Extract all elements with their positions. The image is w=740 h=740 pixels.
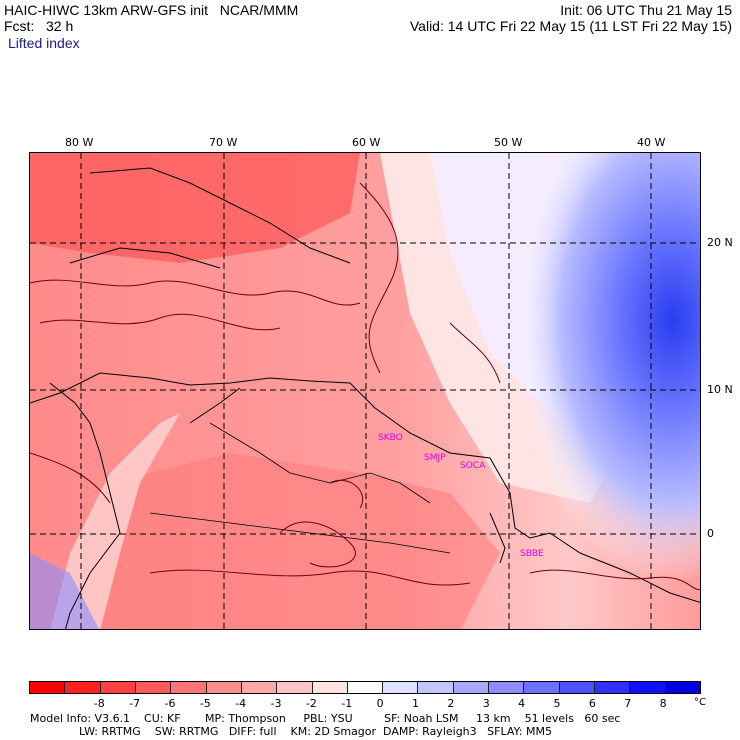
colorbar-segment [241,682,278,693]
colorbar-tick-label: -5 [199,697,211,710]
lon-label-80w: 80 W [65,136,94,149]
colorbar-tick-label: 8 [659,697,667,710]
country-border-south [149,512,451,554]
colorbar-tick-label: -3 [270,697,282,710]
south-america-coastline [30,372,700,603]
lifted-index-map: SKBO SMJP SOCA SBBE [29,152,701,630]
colorbar-tick-label: -6 [164,697,176,710]
colorbar-segment [171,682,207,693]
colorbar-tick-label: 5 [553,697,561,710]
colorbar-segment [135,682,172,693]
colorbar-unit: °C [694,697,706,708]
colorbar-tick-label: 2 [447,697,455,710]
lon-label-70w: 70 W [209,136,238,149]
colorbar-segment [630,682,666,693]
colorbar-tick-label: 3 [482,697,490,710]
field-andes [50,413,180,629]
pacific-coastline [49,382,121,629]
colorbar-segment [489,682,525,693]
lat-label-10n: 10 N [707,383,733,396]
lon-label-60w: 60 W [352,136,381,149]
forecast-hour: Fcst: 32 h [4,18,74,34]
colorbar-segment [206,682,242,693]
map-gridlines [30,153,700,629]
amazon-delta-outline [489,512,506,564]
lat-label-20n: 20 N [707,236,733,249]
colorbar-segment [665,682,700,693]
colorbar-segment [383,682,419,693]
field-unstable-southamerica [70,453,500,629]
colorbar-tick-label: 1 [412,697,420,710]
colorbar-segment [453,682,490,693]
colorbar-tick-label: 0 [376,697,384,710]
station-label-skbo: SKBO [378,433,403,443]
colorbar-segment [418,682,454,693]
colorbar-tick-label: -8 [93,697,105,710]
station-label-soca: SOCA [460,461,486,471]
colorbar-segment [312,682,348,693]
valid-time: Valid: 14 UTC Fri 22 May 15 (11 LST Fri … [409,18,732,34]
colorbar-segment [595,682,631,693]
antilles-outline [89,167,351,264]
field-stable-pacific [30,553,99,629]
colorbar-segment [524,682,560,693]
model-title: HAIC-HIWC 13km ARW-GFS init NCAR/MMM [4,2,299,18]
station-label-sbbe: SBBE [520,549,544,559]
colorbar-segment [347,682,384,693]
colorbar-tick-label: -2 [305,697,317,710]
colorbar-segment [65,682,101,693]
colorbar-segment [559,682,595,693]
colorbar-segment [30,682,66,693]
model-info-line2: LW: RRTMG SW: RRTMG DIFF: full KM: 2D Sm… [30,725,552,738]
colorbar-segment [100,682,136,693]
lake-maracaibo-outline [189,387,241,424]
lon-label-50w: 50 W [494,136,523,149]
contour-lines [30,182,700,591]
field-unstable-caribbean [30,153,360,263]
colorbar-tick-label: 7 [624,697,632,710]
field-name: Lifted index [8,35,80,51]
model-info-line1: Model Info: V3.6.1 CU: KF MP: Thompson P… [30,712,621,725]
colorbar-tick-label: -4 [235,697,247,710]
colorbar-segment [277,682,313,693]
init-time: Init: 06 UTC Thu 21 May 15 [560,2,732,18]
lon-label-40w: 40 W [637,136,666,149]
greater-antilles-outline [69,247,221,269]
colorbar [29,681,701,694]
map-svg: SKBO SMJP SOCA SBBE [30,153,700,629]
colorbar-tick-label: -7 [129,697,141,710]
colorbar-tick-label: -1 [341,697,353,710]
lat-label-0: 0 [707,527,714,540]
station-label-smjp: SMJP [424,453,446,463]
colorbar-tick-label: 6 [588,697,596,710]
colorbar-tick-label: 4 [518,697,526,710]
